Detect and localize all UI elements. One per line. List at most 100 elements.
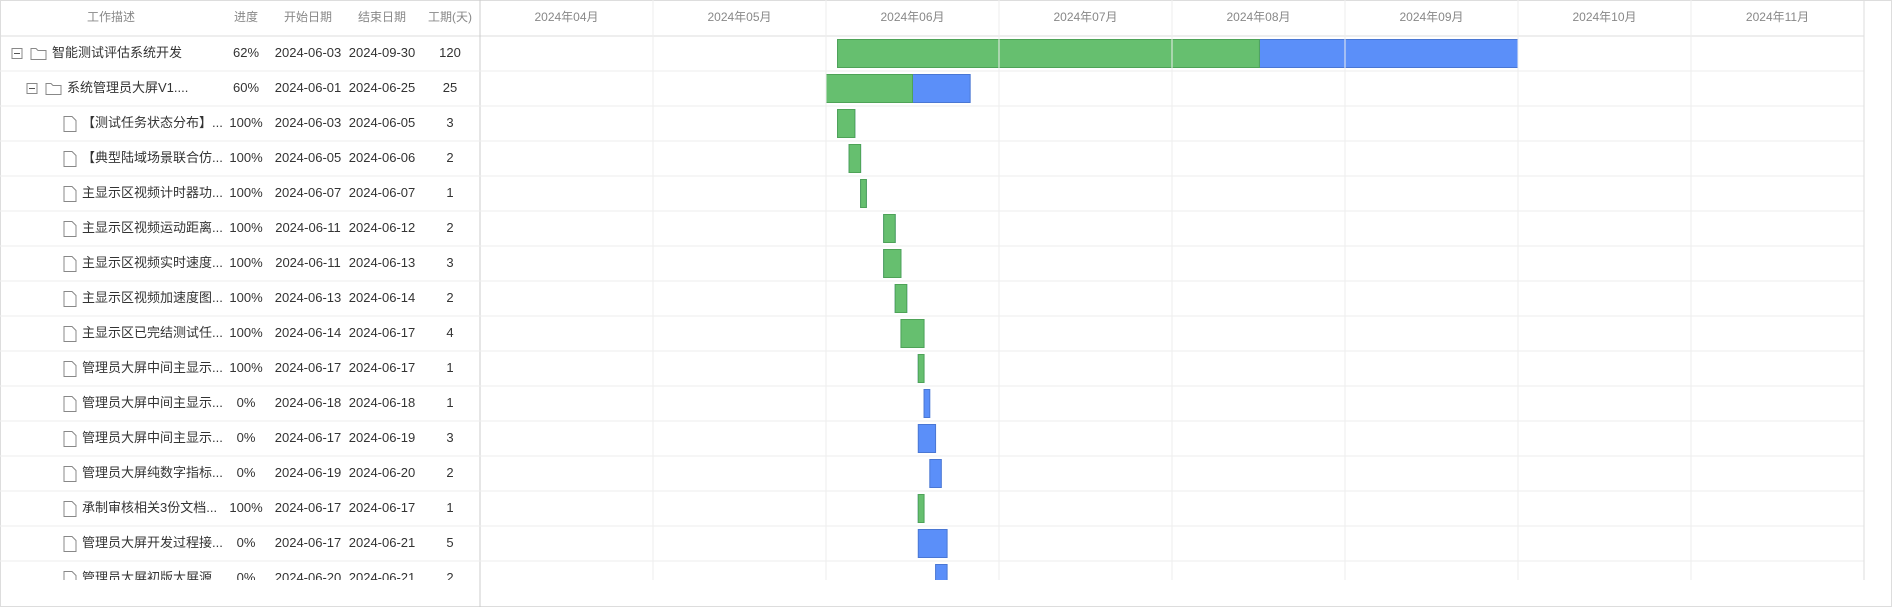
task-start: 2024-06-01: [275, 80, 342, 95]
file-icon: [63, 571, 77, 580]
task-progress: 0%: [237, 535, 256, 550]
task-progress: 0%: [237, 465, 256, 480]
task-duration: 2: [446, 220, 453, 235]
file-icon: [63, 151, 77, 167]
file-icon: [63, 361, 77, 377]
task-end: 2024-09-30: [349, 45, 416, 60]
file-icon: [63, 116, 77, 132]
task-start: 2024-06-17: [275, 360, 342, 375]
task-end: 2024-06-17: [349, 360, 416, 375]
task-progress-bar: [825, 74, 913, 103]
task-duration: 1: [446, 360, 453, 375]
month-label: 2024年06月: [880, 10, 944, 24]
task-duration: 1: [446, 500, 453, 515]
task-duration: 3: [446, 430, 453, 445]
task-progress-bar: [917, 354, 925, 383]
file-icon: [63, 221, 77, 237]
task-name: 管理员大屏中间主显示...: [82, 430, 223, 445]
task-name: 系统管理员大屏V1....: [67, 80, 188, 95]
task-progress: 100%: [229, 290, 263, 305]
task-name: 承制审核相关3份文档...: [82, 500, 217, 515]
task-end: 2024-06-05: [349, 115, 416, 130]
task-progress: 100%: [229, 220, 263, 235]
task-end: 2024-06-25: [349, 80, 416, 95]
task-progress-bar: [883, 249, 902, 278]
task-name: 主显示区视频计时器功...: [82, 185, 223, 200]
task-start: 2024-06-14: [275, 325, 342, 340]
month-label: 2024年10月: [1572, 10, 1636, 24]
task-name: 主显示区视频加速度图...: [82, 290, 223, 305]
task-duration: 25: [443, 80, 457, 95]
task-end: 2024-06-07: [349, 185, 416, 200]
file-icon: [63, 291, 77, 307]
task-end: 2024-06-17: [349, 500, 416, 515]
task-name: 【测试任务状态分布】...: [82, 115, 223, 130]
task-duration: 120: [439, 45, 461, 60]
task-name: 智能测试评估系统开发: [52, 45, 182, 60]
folder-icon: [45, 83, 62, 95]
column-header: 工作描述: [87, 10, 135, 24]
task-progress: 100%: [229, 255, 263, 270]
task-progress-bar: [860, 179, 867, 208]
task-end: 2024-06-12: [349, 220, 416, 235]
task-start: 2024-06-11: [275, 220, 341, 235]
task-progress: 100%: [229, 185, 263, 200]
task-name: 管理员大屏中间主显示...: [82, 395, 223, 410]
task-progress-bar: [917, 494, 925, 523]
task-progress: 62%: [233, 45, 259, 60]
month-label: 2024年07月: [1053, 10, 1117, 24]
task-end: 2024-06-21: [349, 570, 416, 585]
task-duration: 2: [446, 570, 453, 585]
task-start: 2024-06-17: [275, 430, 342, 445]
task-duration: 5: [446, 535, 453, 550]
task-end: 2024-06-18: [349, 395, 416, 410]
task-duration: 2: [446, 465, 453, 480]
file-icon: [63, 431, 77, 447]
task-name: 管理员大屏开发过程接...: [82, 535, 223, 550]
month-label: 2024年04月: [534, 10, 598, 24]
task-start: 2024-06-18: [275, 395, 342, 410]
task-start: 2024-06-17: [275, 500, 342, 515]
task-progress-bar: [894, 284, 908, 313]
task-progress-bar: [837, 109, 856, 138]
task-duration: 2: [446, 150, 453, 165]
task-progress: 100%: [229, 325, 263, 340]
task-end: 2024-06-17: [349, 325, 416, 340]
task-name: 管理员大屏初版大屏源...: [82, 570, 223, 585]
month-label: 2024年11月: [1746, 10, 1809, 24]
month-label: 2024年08月: [1226, 10, 1290, 24]
file-icon: [63, 256, 77, 272]
task-start: 2024-06-05: [275, 150, 342, 165]
task-duration: 3: [446, 255, 453, 270]
task-end: 2024-06-14: [349, 290, 416, 305]
file-icon: [63, 466, 77, 482]
column-header: 开始日期: [284, 10, 332, 24]
column-header: 进度: [234, 9, 258, 24]
task-bar: [917, 529, 948, 558]
task-end: 2024-06-06: [349, 150, 416, 165]
task-progress: 100%: [229, 115, 263, 130]
task-duration: 1: [446, 185, 453, 200]
task-name: 主显示区已完结测试任...: [82, 325, 223, 340]
task-name: 【典型陆域场景联合仿...: [82, 150, 223, 165]
column-header: 结束日期: [358, 10, 406, 24]
file-icon: [63, 396, 77, 412]
task-progress-bar: [883, 214, 896, 243]
column-header: 工期(天): [428, 10, 472, 24]
task-duration: 3: [446, 115, 453, 130]
task-start: 2024-06-19: [275, 465, 342, 480]
task-end: 2024-06-19: [349, 430, 416, 445]
month-label: 2024年05月: [707, 10, 771, 24]
task-duration: 1: [446, 395, 453, 410]
task-name: 主显示区视频运动距离...: [82, 220, 223, 235]
task-name: 主显示区视频实时速度...: [82, 255, 223, 270]
task-progress: 0%: [237, 430, 256, 445]
task-bar: [923, 389, 931, 418]
folder-icon: [30, 48, 47, 60]
task-progress: 0%: [237, 570, 256, 585]
task-progress-bar: [837, 39, 1260, 68]
file-icon: [63, 326, 77, 342]
task-name: 管理员大屏中间主显示...: [82, 360, 223, 375]
task-start: 2024-06-07: [275, 185, 342, 200]
